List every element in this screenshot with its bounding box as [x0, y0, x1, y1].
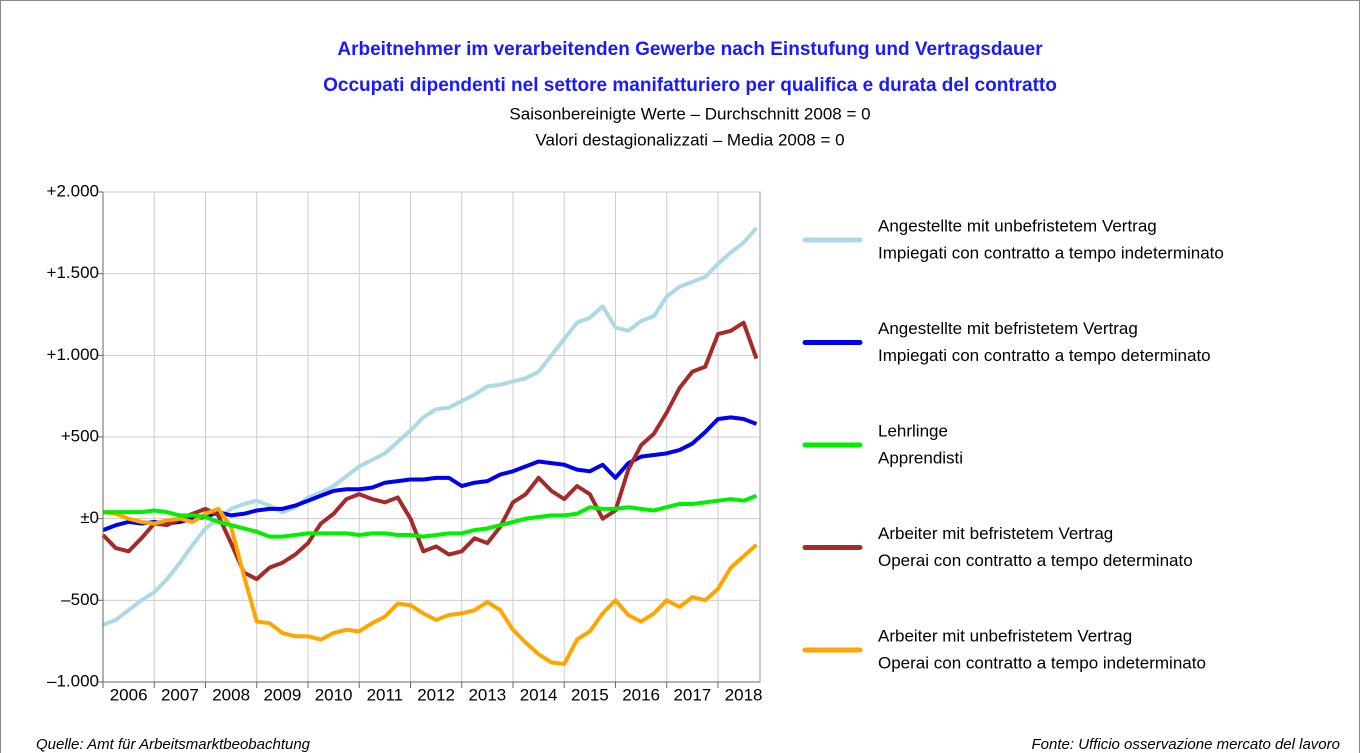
series-line	[102, 506, 758, 667]
x-tick-label: 2016	[622, 685, 660, 704]
legend-label: Angestellte mit befristetem Vertrag	[878, 319, 1138, 338]
y-tick-label: +2.000	[47, 181, 99, 200]
x-tick-label: 2006	[110, 685, 148, 704]
y-tick-label: ±0	[80, 508, 99, 527]
y-tick-label: +500	[61, 426, 99, 445]
legend-label: Operai con contratto a tempo determinato	[878, 551, 1193, 570]
legend-label: Angestellte mit unbefristetem Vertrag	[878, 216, 1157, 235]
y-tick-label: +1.500	[47, 263, 99, 282]
x-tick-label: 2008	[212, 685, 250, 704]
x-tick-label: 2014	[520, 685, 558, 704]
legend-label: Impiegati con contratto a tempo determin…	[878, 346, 1211, 365]
chart-subtitle: Saisonbereinigte Werte – Durchschnitt 20…	[509, 104, 870, 123]
series-line	[103, 493, 758, 539]
x-tick-label: 2015	[571, 685, 609, 704]
x-tick-label: 2017	[673, 685, 711, 704]
source: Quelle: Amt für Arbeitsmarktbeobachtung	[36, 736, 311, 753]
x-tick-label: 2007	[161, 685, 199, 704]
chart-title: Occupati dipendenti nel settore manifatt…	[323, 75, 1057, 96]
legend-label: Arbeiter mit unbefristetem Vertrag	[878, 626, 1132, 645]
chart-title: Arbeitnehmer im verarbeitenden Gewerbe n…	[337, 39, 1043, 60]
series-line	[102, 226, 758, 627]
x-tick-label: 2010	[315, 685, 353, 704]
series-line	[102, 415, 758, 532]
x-tick-label: 2012	[417, 685, 455, 704]
legend-label: Arbeiter mit befristetem Vertrag	[878, 524, 1113, 543]
chart-subtitle: Valori destagionalizzati – Media 2008 = …	[535, 130, 844, 149]
legend-label: Operai con contratto a tempo indetermina…	[878, 653, 1206, 672]
y-tick-label: +1.000	[47, 345, 99, 364]
legend-label: Impiegati con contratto a tempo indeterm…	[878, 243, 1224, 262]
x-tick-label: 2013	[468, 685, 506, 704]
x-tick-label: 2011	[367, 685, 404, 704]
legend-label: Apprendisti	[878, 448, 963, 467]
y-tick-label: –500	[61, 590, 99, 609]
source: Fonte: Ufficio osservazione mercato del …	[1032, 736, 1340, 753]
legend-label: Lehrlinge	[878, 421, 948, 440]
x-tick-label: 2009	[263, 685, 301, 704]
y-tick-label: –1.000	[47, 671, 99, 690]
x-tick-label: 2018	[725, 685, 763, 704]
